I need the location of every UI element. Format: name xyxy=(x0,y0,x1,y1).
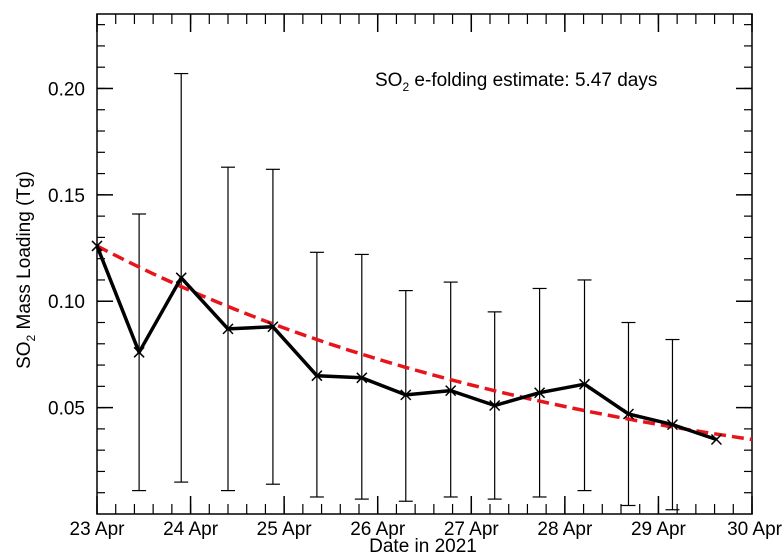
data-point xyxy=(356,372,368,384)
data-point xyxy=(175,272,187,284)
data-point-stroke xyxy=(356,372,368,384)
data-point xyxy=(91,240,103,252)
data-point-stroke xyxy=(489,399,501,412)
x-tick-label: 28 Apr xyxy=(537,519,593,540)
x-tick-label: 29 Apr xyxy=(631,519,687,540)
data-markers xyxy=(91,240,722,446)
y-tick-label: 0.20 xyxy=(48,79,85,100)
data-point xyxy=(710,434,722,446)
data-point xyxy=(222,323,234,335)
data-point xyxy=(622,408,635,420)
efolding-fit-line xyxy=(96,244,753,442)
data-point xyxy=(489,399,501,412)
major-ticks xyxy=(96,14,753,514)
data-point-stroke xyxy=(534,387,546,399)
data-point-stroke xyxy=(267,321,279,333)
data-point-stroke xyxy=(666,419,678,431)
data-point xyxy=(311,370,323,382)
x-tick-label: 24 Apr xyxy=(163,519,219,540)
data-point xyxy=(534,387,546,399)
y-tick-label: 0.10 xyxy=(48,292,85,313)
y-axis-label: SO2 Mass Loading (Tg) xyxy=(14,171,38,369)
x-axis-label: Date in 2021 xyxy=(369,536,477,555)
efolding-annotation: SO2 e-folding estimate: 5.47 days xyxy=(375,70,657,94)
x-tick-label: 26 Apr xyxy=(350,519,406,540)
data-point-stroke xyxy=(578,378,591,390)
data-point-stroke xyxy=(400,389,412,401)
x-tick-label: 27 Apr xyxy=(444,519,500,540)
x-tick-label: 25 Apr xyxy=(257,519,313,540)
y-tick-label: 0.15 xyxy=(48,186,85,207)
data-series-line xyxy=(95,245,717,442)
data-point-stroke xyxy=(175,272,187,284)
data-point-stroke xyxy=(311,370,323,382)
data-point xyxy=(445,385,457,397)
x-tick-label: 23 Apr xyxy=(70,519,126,540)
data-point xyxy=(400,389,412,401)
data-point xyxy=(267,321,279,333)
data-point xyxy=(133,346,145,358)
data-point-stroke xyxy=(133,346,145,358)
data-point-stroke xyxy=(622,408,635,420)
data-point-stroke xyxy=(710,434,722,446)
data-point-stroke xyxy=(222,323,234,335)
data-point xyxy=(578,378,591,390)
x-tick-label: 30 Apr xyxy=(727,519,783,540)
y-tick-label: 0.05 xyxy=(48,399,85,420)
data-point xyxy=(666,419,678,431)
x-tick-labels: 23 Apr 24 Apr 25 Apr 26 Apr 27 Apr 28 Apr 29 A… xyxy=(70,519,783,540)
data-point-stroke xyxy=(91,240,103,252)
plot-frame xyxy=(96,13,753,515)
data-point-stroke xyxy=(445,385,457,397)
y-tick-labels: 0.05 0.10 0.15 0.20 xyxy=(48,79,85,419)
error-bars xyxy=(132,72,680,511)
